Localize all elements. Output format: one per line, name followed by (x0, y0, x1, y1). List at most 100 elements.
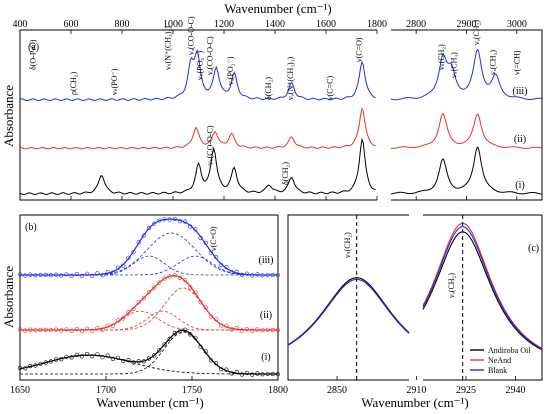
data-point (152, 221, 157, 226)
panel-c-xlabel: Wavenumber (cm⁻¹) (361, 395, 469, 410)
data-point (33, 273, 38, 278)
data-point (244, 271, 250, 276)
data-point (69, 355, 74, 360)
data-point (141, 233, 146, 238)
data-point (95, 352, 100, 357)
series-(ii)-segment-1 (391, 113, 542, 149)
peak-annotation: νₐ(CO-O-C) (206, 36, 215, 75)
data-point (90, 328, 95, 333)
panel-b-label: (b) (25, 222, 37, 233)
data-point (183, 327, 188, 332)
data-point (28, 272, 33, 277)
tick-label: 1600 (316, 19, 336, 30)
data-point (229, 270, 234, 275)
data-point (146, 356, 152, 361)
data-point (33, 328, 38, 333)
data-point (84, 271, 90, 276)
fit-component (20, 232, 278, 276)
peak-annotation: νₛ(CH₃) (449, 52, 458, 78)
data-point (38, 272, 43, 278)
data-point (152, 353, 157, 358)
data-point (95, 325, 100, 331)
peak-annotation: ν(=CH) (512, 50, 521, 75)
peak-annotation: δ(O-P-O) (28, 39, 37, 70)
data-point (270, 371, 275, 377)
data-point (43, 360, 48, 365)
series-(iii)-segment-1 (390, 48, 542, 101)
series-(ii)-segment-0 (19, 107, 376, 150)
series-Blank-segment-0 (287, 278, 410, 346)
data-point (208, 314, 213, 319)
panel-a-label: (a) (28, 42, 39, 53)
data-point (177, 275, 183, 280)
panel-b-ylabel: Absorbance (1, 266, 16, 328)
data-point (100, 327, 105, 332)
data-point (193, 335, 198, 340)
data-point (260, 372, 265, 377)
data-point (146, 225, 152, 231)
data-point (53, 272, 59, 277)
data-point (33, 363, 38, 368)
data-point (121, 358, 126, 364)
tick-label: 400 (13, 19, 28, 30)
data-point (162, 217, 167, 222)
fit-component (20, 310, 278, 331)
data-point (250, 273, 255, 278)
data-point (183, 219, 188, 224)
tick-label: 1400 (265, 19, 285, 30)
series-(i)-segment-0 (19, 137, 376, 196)
data-point (265, 371, 270, 376)
data-point (79, 328, 84, 334)
data-point (131, 306, 136, 311)
peak-annotation: νₐ(CH₂) (472, 20, 481, 45)
data-point (28, 327, 33, 332)
tick-label: 2800 (406, 19, 426, 30)
panel-b-xlabel: Wavenumber (cm⁻¹) (96, 395, 204, 410)
panel-c-annotation-asym: νₐ(CH₂) (447, 273, 456, 298)
data-point (141, 296, 146, 301)
series-Blank-segment-1 (422, 226, 543, 350)
fit-sum-line (19, 329, 278, 375)
data-point (59, 328, 64, 333)
data-point (250, 328, 255, 333)
data-point (64, 272, 69, 277)
data-point (146, 290, 152, 295)
data-point (28, 364, 33, 369)
panel-b: (iii) (ii) (i) 1650 1700 1750 1800 (b) Absorb… (1, 214, 288, 410)
tick-label: 1700 (96, 385, 116, 396)
data-point (270, 272, 275, 278)
data-point (255, 272, 260, 277)
panel-c: 2850 2910 2925 2940 (c) Wavenumber (cm⁻¹) ν… (287, 209, 543, 410)
tick-label: 3000 (507, 19, 527, 30)
data-point (229, 371, 234, 376)
data-point (110, 323, 115, 328)
tick-label: 1200 (214, 19, 234, 30)
data-point (48, 328, 54, 333)
tick-label: 600 (64, 19, 79, 30)
trace-label: (i) (515, 180, 524, 191)
data-point (152, 285, 157, 290)
data-point (136, 240, 141, 245)
data-point (188, 332, 193, 337)
data-point (162, 276, 167, 281)
data-point (121, 263, 126, 268)
data-point (177, 329, 183, 334)
peak-annotation: ν(C=O) (355, 37, 364, 62)
data-point (69, 328, 74, 333)
data-point (115, 355, 121, 360)
data-point (38, 327, 43, 333)
tick-label: 1800 (268, 385, 288, 396)
fit-component (20, 255, 278, 276)
data-point (157, 280, 162, 285)
peak-annotation: δ(CH₂) (264, 77, 273, 100)
fit-sum-line (20, 218, 278, 276)
data-point (115, 318, 121, 323)
panel-b-frame (19, 214, 279, 381)
data-point (131, 360, 136, 365)
data-point (23, 366, 28, 371)
data-point (17, 365, 23, 371)
data-point (239, 328, 244, 333)
data-point (79, 354, 84, 359)
series-(iii)-segment-0 (19, 48, 376, 102)
data-point (198, 235, 203, 240)
